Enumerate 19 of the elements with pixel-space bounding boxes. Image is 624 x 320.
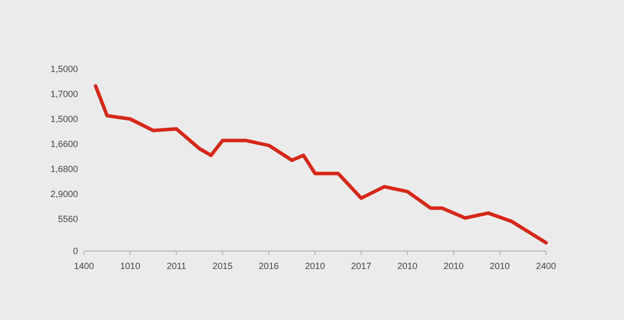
x-tick-label: 2010 [304,261,326,271]
text: 1,5000 [50,64,78,74]
x-tick-label: 2010 [397,261,418,271]
x-tick-label: 2016 [258,261,279,271]
x-tick-label: 2010 [490,261,510,271]
text: 1,5000 [50,114,78,124]
text: 1,7000 [50,89,78,100]
x-tick-label: 1010 [120,261,140,271]
x-tick-label: 2010 [444,261,464,271]
x-tick-label: 2400 [536,261,556,271]
x-tick-label: 2017 [351,261,372,271]
text: 1,6800 [50,164,78,174]
text: 2,9000 [50,189,78,200]
text: 5560 [58,214,78,224]
x-tick-label: 1400 [74,261,94,271]
text: 1,6600 [50,139,78,150]
x-tick-label: 2015 [212,261,233,271]
x-tick-label: 2011 [166,261,186,271]
text: 0 [72,246,78,256]
